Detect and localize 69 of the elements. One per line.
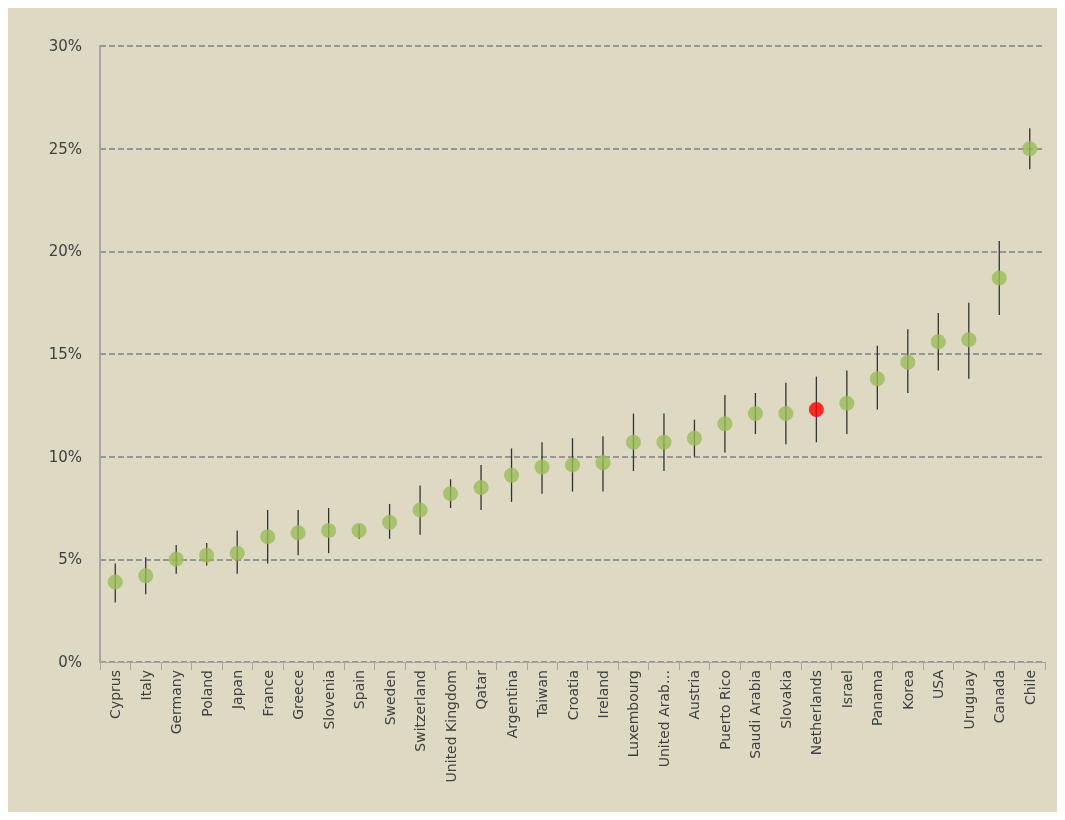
point	[229, 545, 245, 561]
point	[747, 406, 763, 422]
y-tick-label: 25%	[48, 139, 82, 158]
x-tick-label: Poland	[198, 670, 215, 717]
point	[1022, 141, 1038, 157]
x-tick-label: United Kingdom	[442, 670, 459, 783]
x-tick-label: United Arab…	[655, 670, 672, 768]
x-tick-label: Croatia	[564, 670, 581, 721]
point	[290, 525, 306, 541]
x-tick-label: Qatar	[473, 669, 490, 710]
x-tick-label: Saudi Arabia	[747, 670, 764, 759]
x-tick-label: Luxembourg	[625, 670, 642, 758]
point	[443, 486, 459, 502]
point	[656, 434, 672, 450]
x-tick-label: Korea	[899, 670, 916, 710]
x-tick-label: Slovenia	[320, 670, 337, 730]
x-tick-label: Switzerland	[412, 670, 429, 752]
point	[351, 523, 367, 539]
x-tick-label: Slovakia	[777, 670, 794, 729]
point	[900, 354, 916, 370]
point	[961, 332, 977, 348]
point	[412, 502, 428, 518]
point	[717, 416, 733, 432]
y-tick-label: 10%	[48, 447, 82, 466]
x-tick-label: Italy	[137, 670, 154, 701]
point	[778, 406, 794, 422]
x-tick-label: Austria	[686, 670, 703, 720]
point	[930, 334, 946, 350]
x-tick-label: Israel	[838, 670, 855, 709]
x-tick-label: Sweden	[381, 670, 398, 726]
point	[869, 371, 885, 387]
x-tick-label: Netherlands	[808, 670, 825, 756]
x-tick-label: Japan	[229, 670, 246, 711]
x-tick-label: Chile	[1021, 670, 1038, 706]
point	[839, 395, 855, 411]
point	[321, 523, 337, 539]
point	[138, 568, 154, 584]
y-tick-label: 15%	[48, 345, 82, 363]
x-tick-label: Ireland	[594, 670, 611, 719]
x-tick-label: Puerto Rico	[716, 670, 733, 750]
x-tick-label: USA	[930, 669, 947, 699]
point	[107, 574, 123, 590]
y-tick-label: 5%	[58, 550, 82, 569]
point	[595, 455, 611, 471]
point	[168, 551, 184, 567]
point	[504, 467, 520, 483]
x-tick-label: France	[259, 670, 276, 717]
point	[534, 459, 550, 475]
point	[565, 457, 580, 473]
point	[199, 547, 215, 563]
point	[382, 514, 398, 530]
point	[260, 529, 276, 545]
x-tick-label: Argentina	[503, 670, 520, 739]
x-tick-label: Germany	[168, 670, 185, 735]
x-tick-label: Greece	[290, 670, 307, 720]
x-tick-label: Panama	[869, 670, 886, 727]
x-tick-label: Canada	[991, 670, 1008, 724]
x-tick-label: Spain	[351, 670, 368, 710]
y-tick-label: 20%	[48, 242, 82, 261]
y-tick-label: 30%	[48, 37, 82, 55]
point	[808, 401, 824, 417]
point	[473, 479, 489, 495]
x-tick-label: Cyprus	[107, 670, 124, 719]
point	[625, 434, 641, 450]
y-tick-label: 0%	[58, 653, 82, 671]
point	[991, 270, 1007, 286]
x-tick-label: Taiwan	[534, 670, 551, 719]
x-tick-label: Uruguay	[960, 670, 977, 730]
point	[686, 430, 702, 446]
